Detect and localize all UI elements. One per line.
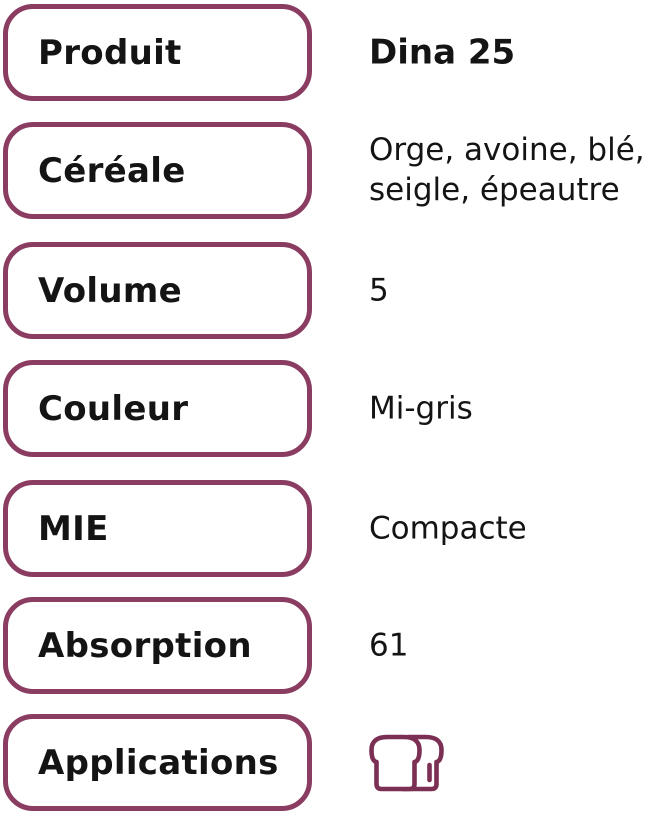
row-value-cereale: Orge, avoine, blé, seigle, épeautre — [369, 131, 645, 209]
spec-row-produit: Produit Dina 25 — [3, 4, 658, 101]
row-value-absorption: 61 — [369, 627, 409, 664]
row-label: Céréale — [38, 150, 186, 191]
label-pill-applications: Applications — [3, 714, 312, 811]
spec-row-applications: Applications — [3, 714, 658, 811]
label-pill-mie: MIE — [3, 480, 312, 577]
row-label: Absorption — [38, 625, 252, 666]
row-label: Produit — [38, 32, 182, 73]
row-value-volume: 5 — [369, 272, 389, 309]
bread-loaf-icon — [369, 734, 445, 792]
label-pill-produit: Produit — [3, 4, 312, 101]
spec-row-cereale: Céréale Orge, avoine, blé, seigle, épeau… — [3, 122, 658, 219]
row-value-mie: Compacte — [369, 510, 527, 547]
row-label: Volume — [38, 270, 182, 311]
spec-row-absorption: Absorption 61 — [3, 597, 658, 694]
spec-row-volume: Volume 5 — [3, 242, 658, 339]
row-value-couleur: Mi-gris — [369, 390, 473, 427]
spec-row-mie: MIE Compacte — [3, 480, 658, 577]
spec-row-couleur: Couleur Mi-gris — [3, 360, 658, 457]
row-label: Couleur — [38, 388, 189, 429]
row-label: Applications — [38, 742, 279, 783]
label-pill-absorption: Absorption — [3, 597, 312, 694]
row-label: MIE — [38, 508, 109, 549]
row-value-produit: Dina 25 — [369, 32, 516, 73]
label-pill-couleur: Couleur — [3, 360, 312, 457]
label-pill-volume: Volume — [3, 242, 312, 339]
label-pill-cereale: Céréale — [3, 122, 312, 219]
